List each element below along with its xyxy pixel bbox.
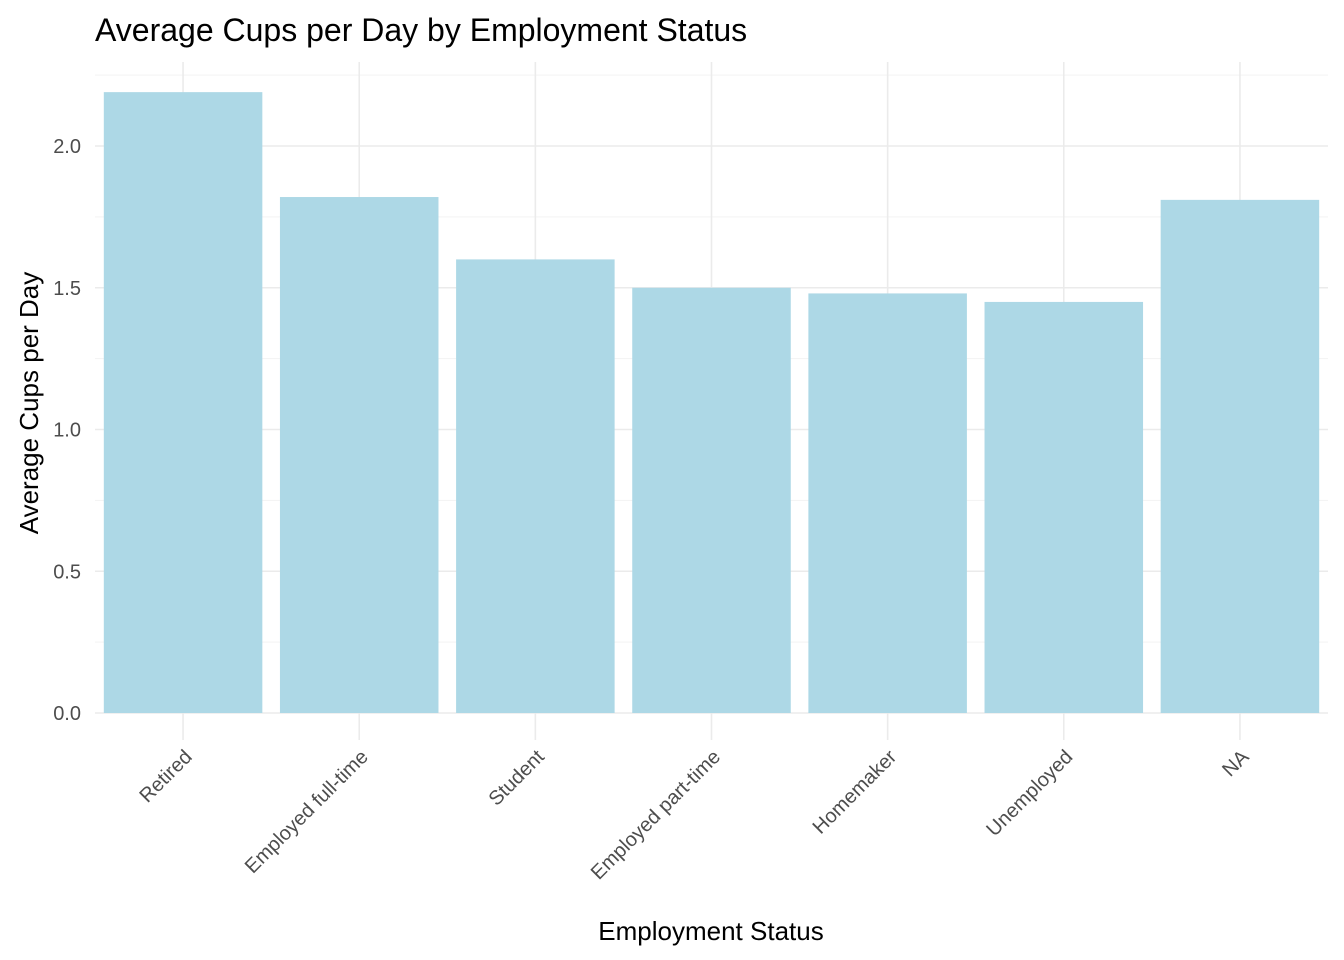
y-axis-title: Average Cups per Day <box>14 272 44 535</box>
bar-na <box>1160 199 1320 714</box>
y-tick-label: 1.0 <box>53 420 81 442</box>
y-tick-label: 0.5 <box>53 561 81 583</box>
chart-title: Average Cups per Day by Employment Statu… <box>95 12 747 48</box>
x-axis-ticks: Retired Employed full-time Student Employed… <box>135 746 1253 885</box>
x-tick-label: Retired <box>135 746 196 807</box>
bar-unemployed <box>984 301 1144 713</box>
x-tick-label: Student <box>485 746 550 811</box>
bar-student <box>456 259 615 713</box>
bar-employed-part-time <box>632 287 791 713</box>
bar-homemaker <box>808 293 967 713</box>
x-tick-label: Homemaker <box>809 746 902 839</box>
bars <box>103 92 1320 714</box>
x-tick-label: NA <box>1218 746 1254 782</box>
y-tick-label: 1.5 <box>53 278 81 300</box>
bar-employed-full-time <box>279 197 439 713</box>
y-tick-label: 0.0 <box>53 703 81 725</box>
x-tick-label: Unemployed <box>982 746 1077 841</box>
x-tick-label: Employed part-time <box>587 746 725 884</box>
bar-retired <box>103 92 263 713</box>
y-axis-ticks: 0.0 0.5 1.0 1.5 2.0 <box>53 136 81 725</box>
y-tick-label: 2.0 <box>53 136 81 158</box>
x-axis-title: Employment Status <box>598 916 823 946</box>
x-tick-label: Employed full-time <box>241 746 373 878</box>
